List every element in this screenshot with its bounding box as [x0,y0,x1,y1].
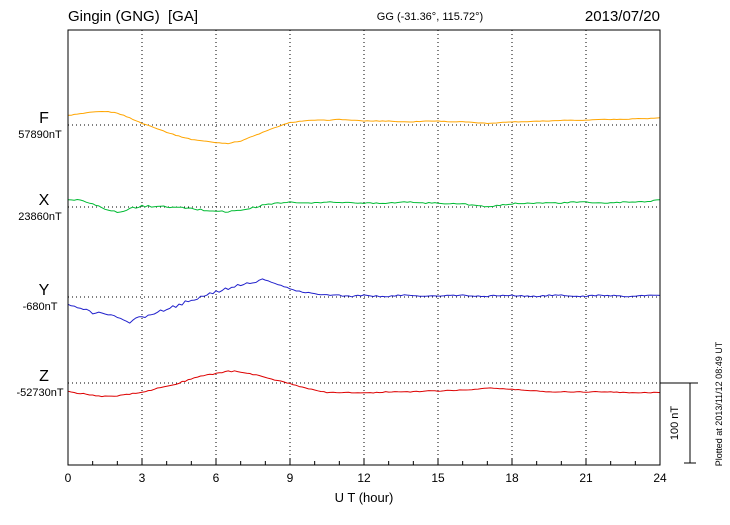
component-baseline-Z: -52730nT [16,387,63,399]
traces [67,111,661,398]
component-label-X: X [39,192,50,209]
x-tick-label-15: 15 [431,471,445,485]
scale-bar: 100 nT [660,382,698,464]
component-label-F: F [39,110,49,127]
trace-Z [67,370,661,398]
component-baseline-X: 23860nT [18,211,62,223]
scale-bar-label: 100 nT [669,406,681,441]
trace-Y [67,278,661,324]
trace-F [67,111,661,145]
plot-border [67,29,661,466]
component-baseline-Y: -680nT [23,301,58,313]
x-tick-label-6: 6 [213,471,220,485]
x-tick-label-9: 9 [287,471,294,485]
component-label-Z: Z [39,368,49,385]
x-tick-label-18: 18 [505,471,519,485]
plotted-at-note: Plotted at 2013/11/12 08:49 UT [714,341,724,466]
x-tick-label-24: 24 [653,471,667,485]
axis-ticks [67,458,661,465]
trace-X [67,199,661,213]
component-label-Y: Y [39,282,50,299]
x-axis-label: U T (hour) [335,490,394,505]
plot-date: 2013/07/20 [585,8,660,25]
station-coordinates: GG (-31.36°, 115.72°) [377,11,483,23]
x-tick-label-12: 12 [357,471,371,485]
station-title: Gingin (GNG) [GA] [68,8,198,25]
x-tick-label-0: 0 [65,471,72,485]
x-tick-label-3: 3 [139,471,146,485]
gridlines [141,30,587,465]
component-baseline-F: 57890nT [18,129,62,141]
x-tick-label-21: 21 [579,471,593,485]
baselines [68,124,660,384]
